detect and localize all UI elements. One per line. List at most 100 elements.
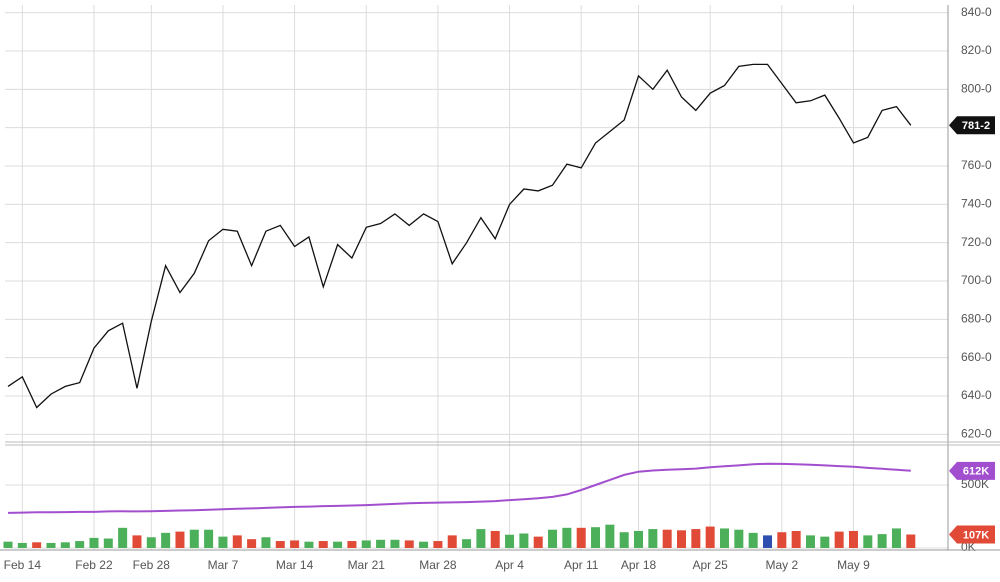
x-tick-label: Mar 28 bbox=[419, 558, 457, 572]
x-tick-label: Feb 14 bbox=[4, 558, 42, 572]
y-tick-label: 500K bbox=[961, 477, 989, 491]
volume-bar bbox=[261, 537, 271, 548]
volume-bar bbox=[103, 538, 113, 548]
volume-bar bbox=[218, 536, 228, 548]
volume-bar bbox=[32, 542, 42, 548]
y-tick-label: 700-0 bbox=[961, 273, 992, 287]
volume-bar bbox=[46, 542, 56, 548]
x-tick-label: Apr 25 bbox=[692, 558, 728, 572]
volume-bar bbox=[89, 537, 99, 548]
volume-bar bbox=[562, 527, 572, 548]
volume-bar bbox=[548, 529, 558, 548]
volume-bar bbox=[720, 528, 729, 548]
volume-bar bbox=[247, 539, 257, 548]
y-tick-label: 840-0 bbox=[961, 5, 992, 19]
x-tick-label: Mar 21 bbox=[348, 558, 386, 572]
volume-bar bbox=[634, 530, 644, 548]
volume-bar bbox=[361, 540, 371, 548]
volume-bar bbox=[619, 532, 629, 548]
volume-bar bbox=[863, 535, 873, 548]
x-tick-label: Apr 18 bbox=[621, 558, 657, 572]
value-marker-label: 612K bbox=[963, 466, 989, 478]
volume-bar bbox=[805, 535, 815, 548]
x-tick-label: Mar 14 bbox=[276, 558, 314, 572]
y-tick-label: 720-0 bbox=[961, 235, 992, 249]
y-tick-label: 680-0 bbox=[961, 312, 992, 326]
volume-bar bbox=[132, 535, 142, 548]
volume-bar bbox=[519, 533, 529, 548]
volume-bar bbox=[490, 530, 500, 548]
y-tick-label: 740-0 bbox=[961, 197, 992, 211]
y-tick-label: 0K bbox=[961, 540, 976, 554]
x-tick-label: May 2 bbox=[765, 558, 798, 572]
volume-bar bbox=[791, 530, 801, 548]
volume-bar bbox=[834, 531, 844, 548]
value-marker bbox=[949, 116, 995, 135]
volume-bar bbox=[877, 534, 887, 548]
volume-bar bbox=[662, 529, 672, 548]
volume-bar bbox=[576, 527, 586, 548]
y-tick-label: 640-0 bbox=[961, 388, 992, 402]
y-tick-label: 620-0 bbox=[961, 427, 992, 441]
value-marker bbox=[949, 525, 995, 544]
volume-bar bbox=[476, 529, 486, 548]
volume-bar bbox=[433, 541, 443, 548]
volume-bar bbox=[175, 531, 185, 548]
volume-bar bbox=[17, 542, 27, 548]
volume-bar bbox=[189, 529, 199, 548]
x-tick-label: May 9 bbox=[837, 558, 870, 572]
volume-bar bbox=[118, 527, 128, 548]
average-line bbox=[7, 462, 911, 514]
volume-bar bbox=[290, 540, 300, 548]
volume-bar bbox=[419, 541, 429, 548]
volume-bar bbox=[347, 541, 357, 548]
volume-bar bbox=[404, 540, 414, 548]
volume-bar bbox=[648, 529, 658, 548]
x-tick-label: Mar 7 bbox=[208, 558, 239, 572]
y-tick-label: 760-0 bbox=[961, 158, 992, 172]
volume-bar bbox=[161, 532, 171, 548]
volume-bar bbox=[304, 541, 314, 548]
volume-bar bbox=[605, 524, 615, 548]
volume-bar bbox=[376, 539, 386, 548]
value-marker-label: 781-2 bbox=[962, 120, 990, 132]
volume-bar bbox=[762, 535, 772, 548]
volume-bar bbox=[734, 529, 744, 548]
volume-bar bbox=[891, 528, 901, 548]
volume-bar bbox=[591, 527, 601, 548]
volume-bar bbox=[232, 535, 242, 548]
volume-bar bbox=[705, 526, 715, 548]
y-tick-label: 800-0 bbox=[961, 82, 992, 96]
x-tick-label: Apr 11 bbox=[564, 558, 599, 572]
volume-bar bbox=[848, 530, 858, 548]
volume-bar bbox=[146, 537, 156, 548]
volume-bar bbox=[204, 529, 214, 548]
volume-bar bbox=[533, 536, 543, 548]
value-marker-label: 107K bbox=[963, 529, 989, 541]
volume-bar bbox=[60, 542, 70, 548]
volume-bar bbox=[390, 539, 400, 548]
volume-bar bbox=[820, 536, 830, 548]
volume-bar bbox=[447, 535, 457, 548]
price-line bbox=[7, 63, 912, 409]
x-tick-label: Feb 22 bbox=[75, 558, 113, 572]
volume-bar bbox=[748, 532, 758, 548]
volume-bar bbox=[333, 541, 343, 548]
volume-bar bbox=[691, 529, 701, 548]
volume-bar bbox=[275, 541, 285, 548]
y-tick-label: 820-0 bbox=[961, 43, 992, 57]
volume-bar bbox=[3, 541, 13, 548]
volume-bar bbox=[462, 539, 472, 548]
volume-bar bbox=[505, 534, 515, 548]
volume-bar bbox=[677, 530, 687, 548]
y-tick-label: 660-0 bbox=[961, 350, 992, 364]
volume-bar bbox=[75, 541, 85, 548]
volume-bar bbox=[906, 534, 916, 548]
volume-bar bbox=[318, 541, 328, 548]
x-tick-label: Feb 28 bbox=[133, 558, 171, 572]
value-marker bbox=[949, 461, 995, 480]
x-tick-label: Apr 4 bbox=[495, 558, 524, 572]
volume-bar bbox=[777, 532, 787, 548]
